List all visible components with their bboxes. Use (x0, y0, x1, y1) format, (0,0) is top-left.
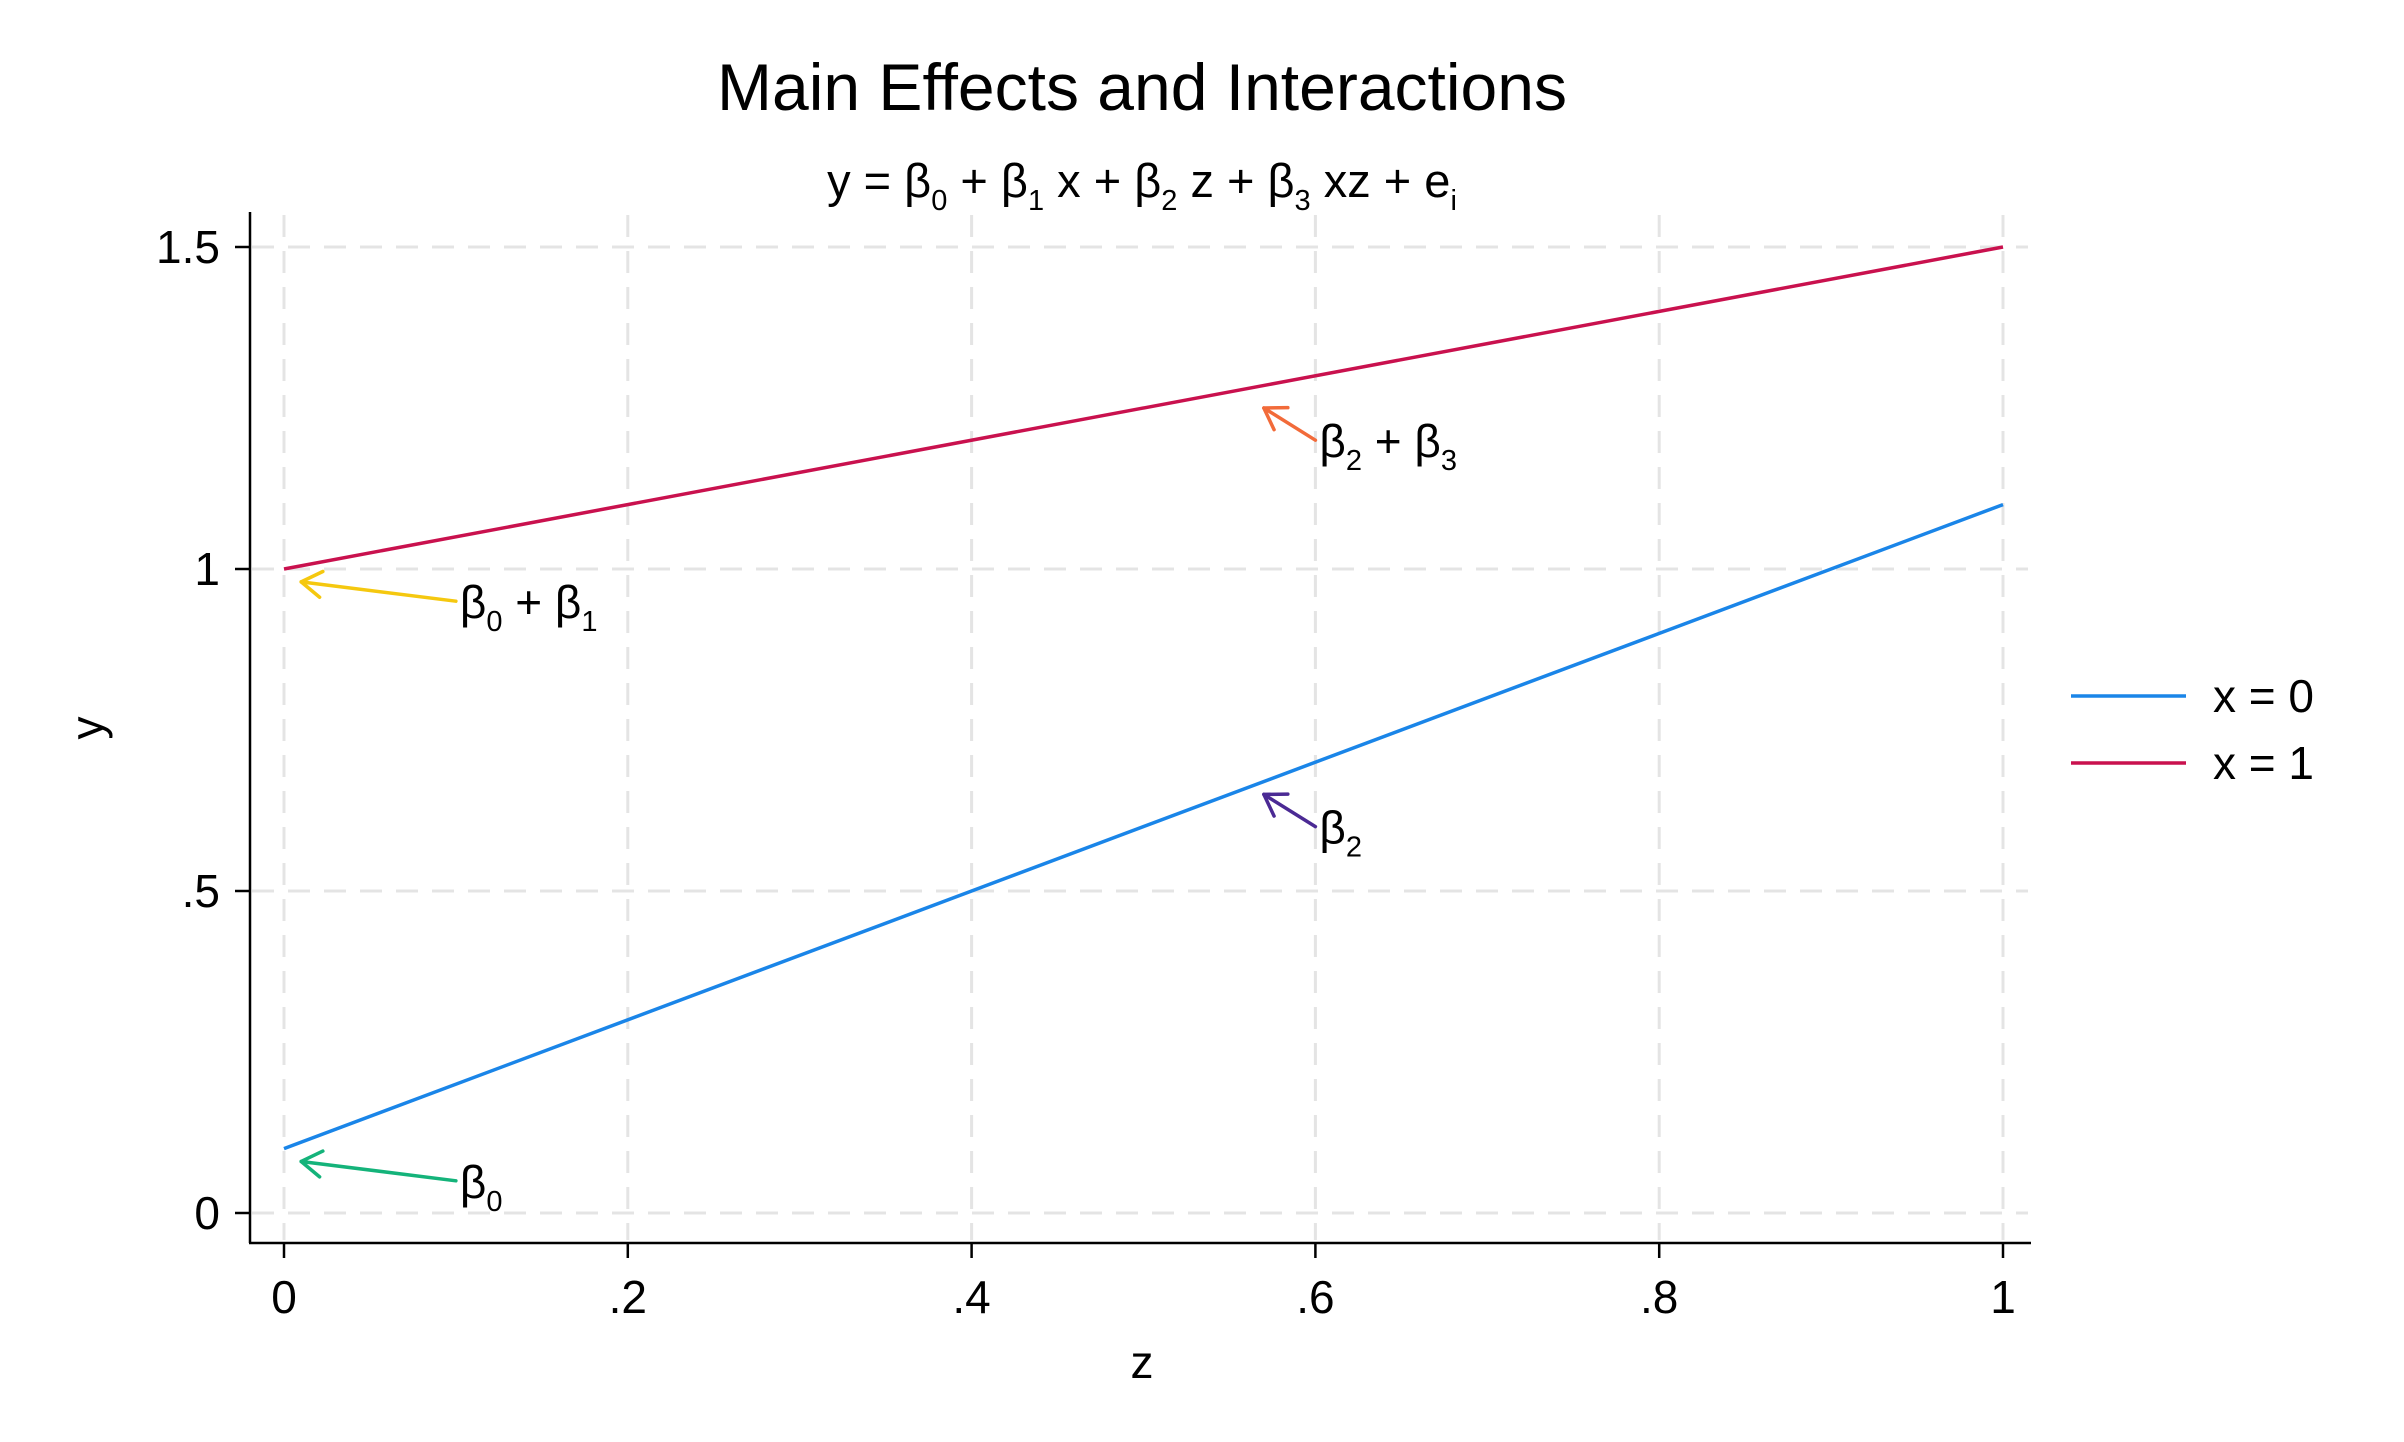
axes (248, 212, 2031, 1245)
chart-title: Main Effects and Interactions (717, 50, 1567, 124)
annotation-b0: β0 (299, 1149, 503, 1218)
legend-label-1: x = 1 (2213, 737, 2314, 789)
annotation-b0b1: β0 + β1 (299, 569, 598, 638)
annotation-label-b2: β2 (1319, 802, 1362, 864)
annotation-b2: β2 (1262, 792, 1362, 864)
y-tick-label-2: 1 (194, 543, 220, 595)
series-lines (283, 245, 2004, 1151)
annotation-arrow-b0 (299, 1159, 458, 1183)
gridlines (252, 215, 2028, 1240)
annotation-arrowhead-b2 (1262, 792, 1290, 818)
annotation-label-b0b1: β0 + β1 (460, 576, 598, 638)
x-tick-label-0: 0 (271, 1271, 297, 1323)
legend-label-0: x = 0 (2213, 670, 2314, 722)
annotations: β0 β0 + β1 β2 β2 + β3 (299, 405, 1457, 1218)
chart-subtitle: y = β0 + β1 x + β2 z + β3 xz + ei (827, 154, 1457, 217)
series-line-0 (283, 502, 2004, 1151)
annotation-arrowhead-b2b3 (1262, 405, 1290, 432)
x-tick-label-1: .2 (609, 1271, 647, 1323)
y-tick-label-3: 1.5 (156, 221, 220, 273)
x-axis-label: z (1131, 1336, 1154, 1388)
legend: x = 0 x = 1 (2071, 670, 2314, 789)
annotation-arrowhead-b0 (299, 1149, 325, 1179)
y-axis-ticks: 0 .5 1 1.5 (156, 221, 250, 1239)
x-tick-label-4: .8 (1640, 1271, 1678, 1323)
annotation-label-b0: β0 (460, 1156, 503, 1218)
y-axis-label: y (61, 717, 113, 740)
annotation-arrow-b0b1 (299, 580, 458, 603)
x-axis-ticks: 0 .2 .4 .6 .8 1 (271, 1243, 2016, 1323)
x-tick-label-3: .6 (1296, 1271, 1334, 1323)
y-tick-label-0: 0 (194, 1187, 220, 1239)
x-tick-label-5: 1 (1990, 1271, 2016, 1323)
x-tick-label-2: .4 (952, 1271, 990, 1323)
annotation-b2b3: β2 + β3 (1262, 405, 1457, 477)
y-tick-label-1: .5 (182, 865, 220, 917)
series-line-1 (283, 245, 2004, 571)
annotation-arrow-b2b3 (1262, 406, 1318, 442)
annotation-label-b2b3: β2 + β3 (1319, 415, 1457, 477)
annotation-arrowhead-b0b1 (299, 569, 325, 600)
annotation-arrow-b2 (1262, 792, 1318, 829)
